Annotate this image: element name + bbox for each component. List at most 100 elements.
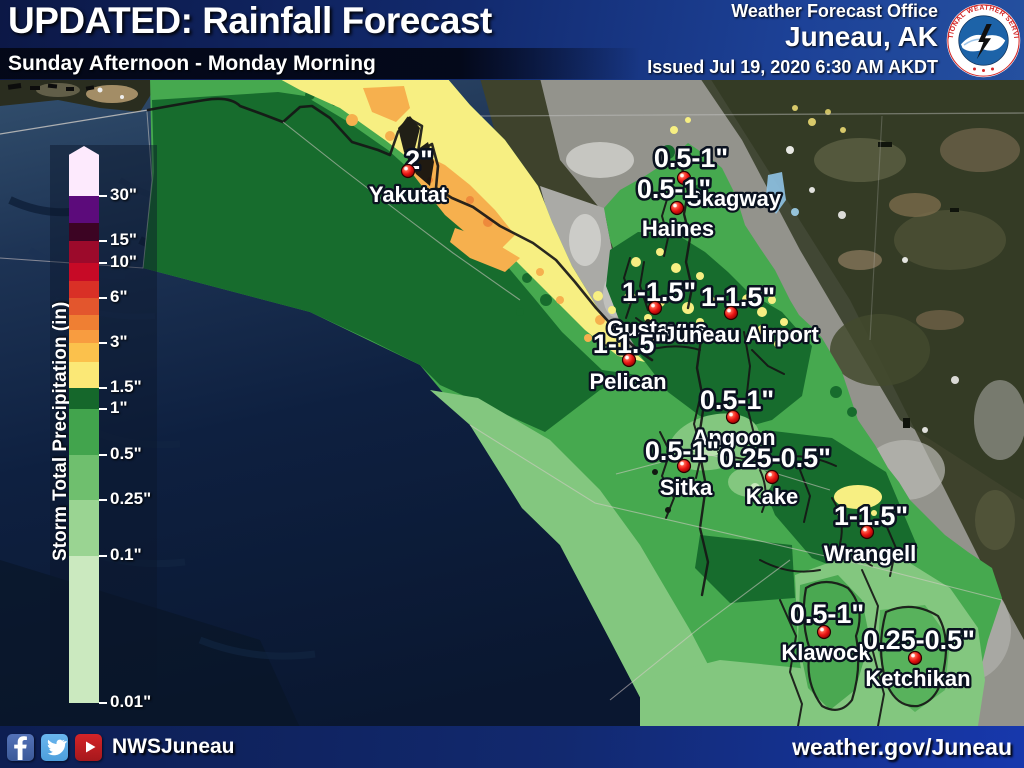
pin-highlight [625, 355, 629, 360]
orange-patches [346, 86, 605, 342]
page-title: UPDATED: Rainfall Forecast [8, 0, 492, 41]
location-pin[interactable] [764, 469, 780, 485]
legend-panel: Storm Total Precipitation (in) 30" 15" 10"… [50, 145, 157, 717]
amount-label: 0.5-1" [790, 599, 864, 629]
legend-tick-label: 0.25" [110, 489, 152, 508]
city-marker-ketchikan[interactable]: 0.25-0.5" Ketchikan [861, 623, 978, 694]
city-marker-juneau-airport[interactable]: 1-1.5" Juneau Airport [661, 280, 822, 350]
pin-highlight [404, 166, 408, 171]
topleft-coast [0, 78, 158, 112]
pin-highlight [651, 303, 655, 308]
legend-color-bar [69, 146, 99, 703]
pin-highlight [729, 412, 733, 417]
city-marker-kake[interactable]: 0.25-0.5" Kake [717, 441, 834, 512]
city-name-label: Haines [642, 216, 714, 241]
pin-highlight [768, 472, 772, 477]
pin-highlight [863, 527, 867, 532]
pin-highlight [727, 308, 731, 313]
pin-highlight [911, 653, 915, 658]
legend-segment [69, 500, 99, 556]
location-pin[interactable] [907, 650, 923, 666]
city-name-label: Yakutat [369, 182, 448, 207]
city-marker-yakutat[interactable]: 2" Yakutat [367, 143, 450, 210]
legend-tick [99, 262, 107, 264]
amount-label: 0.25-0.5" [863, 625, 975, 655]
location-pin[interactable] [725, 409, 741, 425]
legend-arrow [69, 146, 99, 168]
legend-tick-label: 10" [110, 252, 137, 271]
legend-tick [99, 387, 107, 389]
city-marker-pelican[interactable]: 1-1.5"Pelican [587, 327, 669, 397]
facebook-icon[interactable] [7, 733, 34, 761]
twitter-icon[interactable] [41, 733, 68, 761]
city-name-label: Klawock [781, 640, 871, 665]
city-marker-angoon[interactable]: 0.5-1" Angoon [690, 383, 778, 453]
amount-label: 0.25-0.5" [719, 443, 831, 473]
legend-tick [99, 555, 107, 557]
legend-tick-label: 0.1" [110, 545, 142, 564]
location-pin[interactable] [621, 352, 637, 368]
city-name-label: Angoon [692, 425, 775, 450]
legend-segment [69, 343, 99, 362]
legend-tick [99, 342, 107, 344]
legend-tick-label: 1.5" [110, 377, 142, 396]
amount-label: 0.5-1" [637, 174, 711, 204]
issued-timestamp: Issued Jul 19, 2020 6:30 AM AKDT [647, 56, 938, 77]
location-pin[interactable] [647, 300, 663, 316]
amount-label: 0.5-1" [700, 385, 774, 415]
legend-tick-label: 15" [110, 230, 137, 249]
city-layer: 2"Yakutat0.5-1"Skagway0.5-1"Haines1-1.5"… [367, 141, 978, 694]
legend-tick [99, 240, 107, 242]
youtube-icon[interactable] [75, 733, 102, 761]
coastline-layer [0, 97, 948, 727]
legend-segment [69, 281, 99, 298]
legend-segment [69, 362, 99, 388]
city-name-label: Ketchikan [865, 666, 970, 691]
location-pin[interactable] [400, 163, 416, 179]
amount-label: 1-1.5" [701, 282, 775, 312]
boundary-lines [0, 112, 1024, 701]
pin-highlight [680, 461, 684, 466]
legend-segment [69, 330, 99, 343]
location-pin[interactable] [669, 200, 685, 216]
location-pin[interactable] [723, 305, 739, 321]
amount-label: 1-1.5" [622, 277, 696, 307]
social-handle: NWSJuneau [112, 735, 235, 758]
legend-tick-label: 30" [110, 185, 137, 204]
legend-segment [69, 263, 99, 281]
city-marker-gustavus[interactable]: 1-1.5" Gustavus [605, 275, 710, 344]
legend-segment [69, 196, 99, 223]
city-marker-haines[interactable]: 0.5-1" Haines [634, 172, 716, 244]
city-marker-sitka[interactable]: 0.5-1"Sitka [642, 434, 721, 503]
footer-bar: NWSJuneau weather.gov/Juneau [0, 726, 1024, 768]
location-pin[interactable] [816, 624, 832, 640]
location-pin[interactable] [676, 458, 692, 474]
city-marker-klawock[interactable]: 0.5-1" Klawock [779, 597, 874, 668]
legend-segment [69, 298, 99, 315]
city-name-label: Pelican [589, 369, 666, 394]
precip-layer [143, 78, 1002, 726]
legend-tick [99, 702, 107, 704]
legend-segment [69, 388, 99, 409]
legend-tick-label: 3" [110, 332, 128, 351]
legend-tick [99, 195, 107, 197]
legend-segment [69, 315, 99, 330]
amount-label: 0.5-1" [654, 143, 728, 173]
legend-tick-label: 1" [110, 398, 128, 417]
legend-tick [99, 297, 107, 299]
amount-label: 2" [405, 145, 433, 175]
legend-tick-label: 0.5" [110, 444, 142, 463]
legend-segment [69, 241, 99, 263]
city-name-label: Gustavus [607, 316, 707, 341]
office-location: Juneau, AK [785, 20, 938, 52]
website-url: weather.gov/Juneau [792, 733, 1012, 760]
location-pin[interactable] [859, 524, 875, 540]
pin-highlight [673, 203, 677, 208]
legend-segment [69, 556, 99, 703]
legend-tick-label: 0.01" [110, 692, 152, 711]
city-marker-wrangell[interactable]: 1-1.5"Wrangell [821, 499, 918, 569]
legend-segment [69, 223, 99, 241]
city-marker-skagway[interactable]: 0.5-1" Skagway [651, 141, 784, 214]
legend-segment [69, 168, 99, 196]
